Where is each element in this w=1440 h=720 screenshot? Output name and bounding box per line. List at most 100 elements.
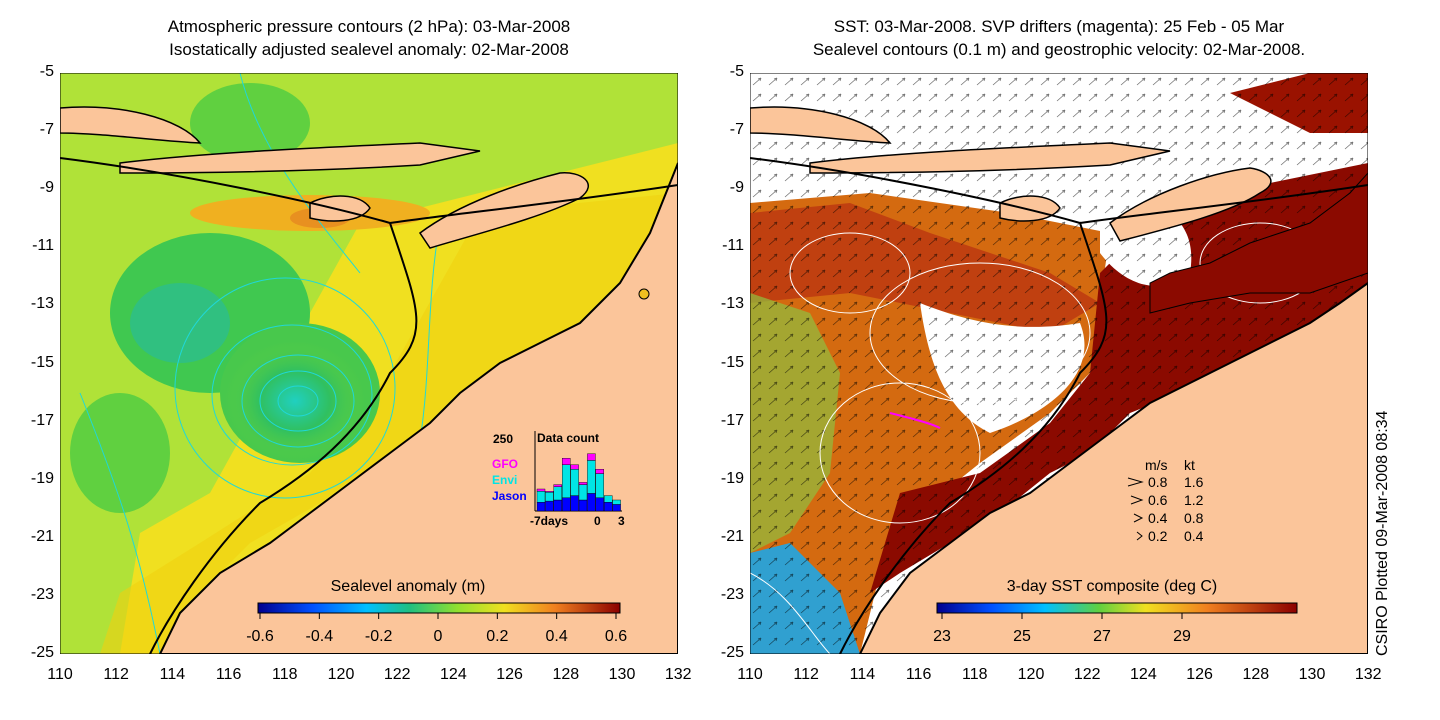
x-tick-label: 130 [1298,666,1326,683]
inset-bar [604,502,613,512]
left-title-line1: Atmospheric pressure contours (2 hPa): 0… [167,17,571,36]
velocity-arrow [1136,531,1143,541]
y-tick-label: -17 [30,411,54,429]
x-tick-label: 114 [159,666,186,683]
inset-xlabel-end: 3 [618,514,625,528]
right-map: m/s kt 0.8 1.6 0.6 1.2 0.4 0.8 0.2 0.4 3-day SS… [750,73,1368,654]
inset-bar [536,488,546,492]
left-eddy [225,341,365,461]
colorbar-tick-label: 29 [1173,628,1191,645]
left-island-chain [119,142,481,174]
y-tick-label: -5 [729,63,744,80]
y-tick-label: -7 [39,121,54,139]
y-tick-label: -15 [30,353,54,371]
inset-legend-envi: Envi [492,473,517,487]
y-tick-label: -21 [720,527,744,545]
inset-legend-gfo: GFO [492,457,518,471]
right-shelf-line [750,157,1368,654]
inset-bar [570,469,579,496]
velocity-arrow [1133,513,1144,523]
right-colorbar [936,602,1298,614]
right-island-chain [809,142,1171,174]
x-tick-label: 126 [496,666,523,683]
velocity-legend-kt: 0.4 [1184,528,1204,544]
inset-bar [545,492,554,502]
inset-bar [536,502,546,512]
colorbar-tick-label: 0.4 [546,628,568,645]
y-tick-label: -15 [720,353,744,371]
y-tick-label: -13 [720,295,744,313]
colorbar-tick-label: 25 [1013,628,1031,645]
inset-bar [545,500,554,512]
x-tick-label: 130 [608,666,636,683]
y-tick-label: -9 [39,179,54,197]
left-green-blob-4 [70,393,170,513]
inset-bars [536,453,621,512]
x-tick-label: 122 [383,666,411,683]
x-tick-label: 114 [849,666,876,683]
colorbar-tick-label: -0.6 [246,628,274,645]
velocity-arrow [1130,495,1144,505]
inset-bar [570,464,579,470]
right-island-java [750,106,892,144]
inset-bar [578,484,588,501]
inset-bar [562,464,571,498]
inset-bar [578,499,588,512]
y-tick-label: -25 [720,644,744,661]
x-tick-label: 120 [1017,666,1045,683]
left-island-java [60,106,202,144]
x-tick-label: 128 [1242,666,1270,683]
left-island-timor [418,172,589,249]
velocity-legend-kt: 0.8 [1184,510,1204,526]
left-colorbar-label: Sealevel anomaly (m) [331,578,486,595]
inset-xlabel-zero: 0 [594,514,601,528]
right-title-line2: Sealevel contours (0.1 m) and geostrophi… [812,40,1306,59]
y-tick-label: -23 [720,585,744,603]
x-tick-label: 110 [737,666,763,683]
right-sealevel-contours [750,222,1321,654]
left-colorbar [257,602,621,614]
inset-bar [553,486,562,501]
colorbar-tick-label: -0.4 [306,628,334,645]
inset-bar [587,460,596,494]
credit-label: CSIRO Plotted 09-Mar-2008 08:34 [1374,410,1391,656]
left-pressure-contours [79,73,481,654]
colorbar-tick-label: -0.2 [365,628,393,645]
colorbar-tick-label: 27 [1093,628,1111,645]
y-tick-label: -19 [720,469,744,487]
inset-bar [595,469,604,474]
x-tick-label: 118 [962,666,988,683]
right-drifter-track [889,412,941,429]
velocity-legend-kt: 1.6 [1184,474,1204,490]
inset-bar [604,495,613,503]
inset-bar [545,491,554,493]
y-tick-label: -21 [30,527,54,545]
y-tick-label: -17 [720,411,744,429]
inset-bar [553,484,562,488]
x-tick-label: 124 [440,666,467,683]
inset-bar [578,482,588,485]
left-island-sumba [309,195,371,222]
right-land-australia [858,281,1368,654]
x-tick-label: 132 [1354,666,1382,683]
right-title-line1: SST: 03-Mar-2008. SVP drifters (magenta)… [833,17,1285,36]
x-tick-label: 116 [905,666,932,683]
y-tick-label: -19 [30,469,54,487]
left-title-line2: Isostatically adjusted sealevel anomaly:… [169,40,569,59]
inset-bar [570,495,579,512]
left-map: 250 Data count GFO Envi Jason -7days 0 3… [60,73,678,654]
y-tick-label: -7 [729,121,744,139]
x-tick-label: 112 [103,666,129,683]
velocity-legend: m/s kt 0.8 1.6 0.6 1.2 0.4 0.8 0.2 0.4 [1127,457,1204,544]
right-island-sumba [999,195,1061,222]
velocity-legend-ms: 0.8 [1148,474,1168,490]
x-tick-label: 122 [1073,666,1101,683]
x-tick-label: 128 [552,666,580,683]
left-green-blob-3 [130,283,230,363]
inset-bar [536,491,546,503]
right-colorbar-ticks: 23 25 27 29 [933,613,1191,645]
inset-bar [612,504,621,512]
y-tick-label: -5 [39,63,54,80]
right-colorbar-label: 3-day SST composite (deg C) [1007,578,1217,595]
colorbar-tick-label: 23 [933,628,951,645]
